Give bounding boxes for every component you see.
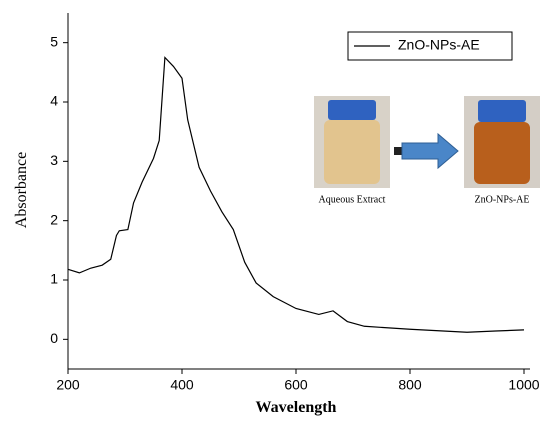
arrow [401,132,459,170]
x-tick-label: 1000 [508,377,539,393]
y-tick-label: 5 [50,33,58,49]
jar-cap [478,100,526,122]
y-tick-label: 3 [50,152,58,168]
x-tick-label: 400 [170,377,194,393]
y-tick-label: 2 [50,211,58,227]
y-tick-label: 1 [50,271,58,287]
x-tick-label: 800 [398,377,422,393]
x-tick-label: 200 [56,377,80,393]
x-axis-label: Wavelength [256,399,337,416]
arrow-tail [394,147,402,155]
y-axis-label: Absorbance [13,152,30,228]
inset-label: Aqueous Extract [319,194,386,205]
inset-label: ZnO-NPs-AE [475,194,530,205]
y-tick-label: 0 [50,330,58,346]
y-tick-label: 4 [50,93,58,109]
legend-label: ZnO-NPs-AE [398,37,480,53]
jar-cap [328,100,376,120]
jar-body [324,120,380,184]
data-line [67,56,525,333]
x-tick-label: 600 [284,377,308,393]
jar-body [474,122,530,184]
inset: Aqueous Extract ZnO-NPs-AE [314,96,540,205]
